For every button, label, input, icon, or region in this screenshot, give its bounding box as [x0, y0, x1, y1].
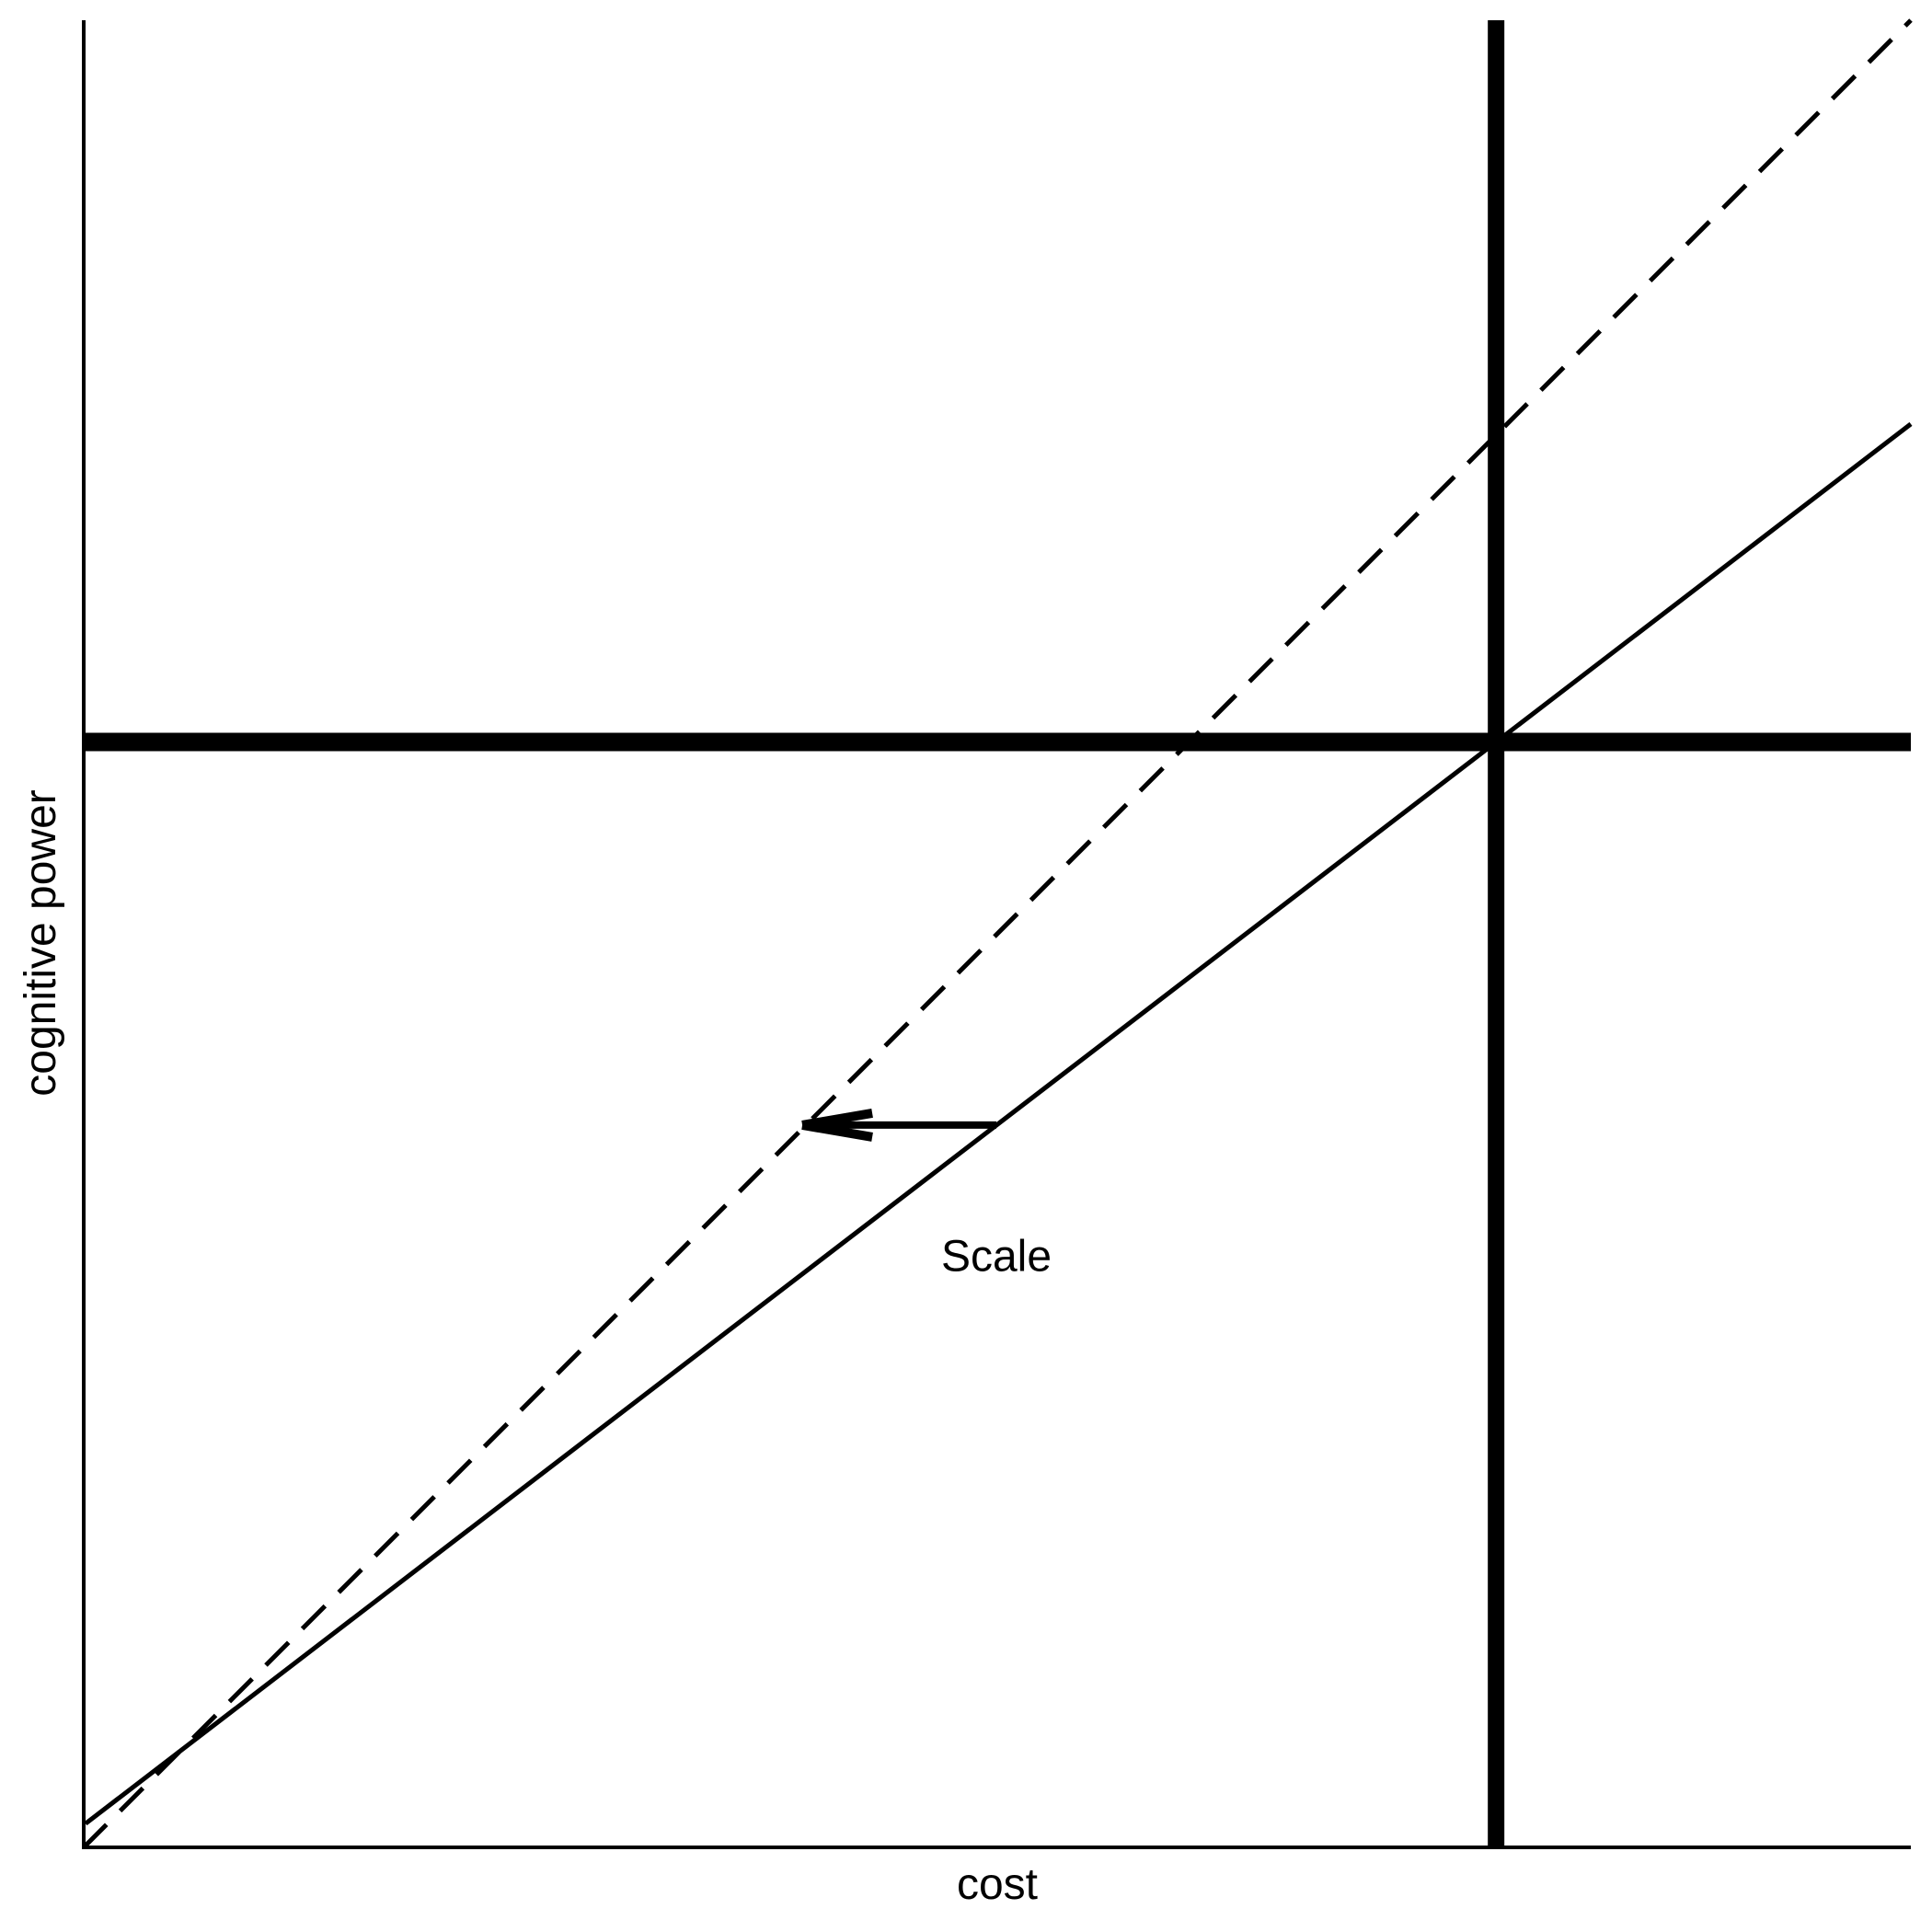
x-axis-label: cost — [957, 1860, 1038, 1909]
annotation-layer — [801, 1109, 997, 1142]
scale-arrowhead-lower-barb — [801, 1121, 873, 1142]
dashed-diagonal — [82, 18, 1913, 1849]
y-axis-label: cognitive power — [17, 789, 65, 1097]
reference-lines-layer — [84, 20, 1911, 1847]
series-layer — [82, 18, 1913, 1849]
axes-layer — [82, 20, 1911, 1849]
scale-annotation-label: Scale — [941, 1232, 1052, 1281]
solid-diagonal — [84, 421, 1913, 1826]
